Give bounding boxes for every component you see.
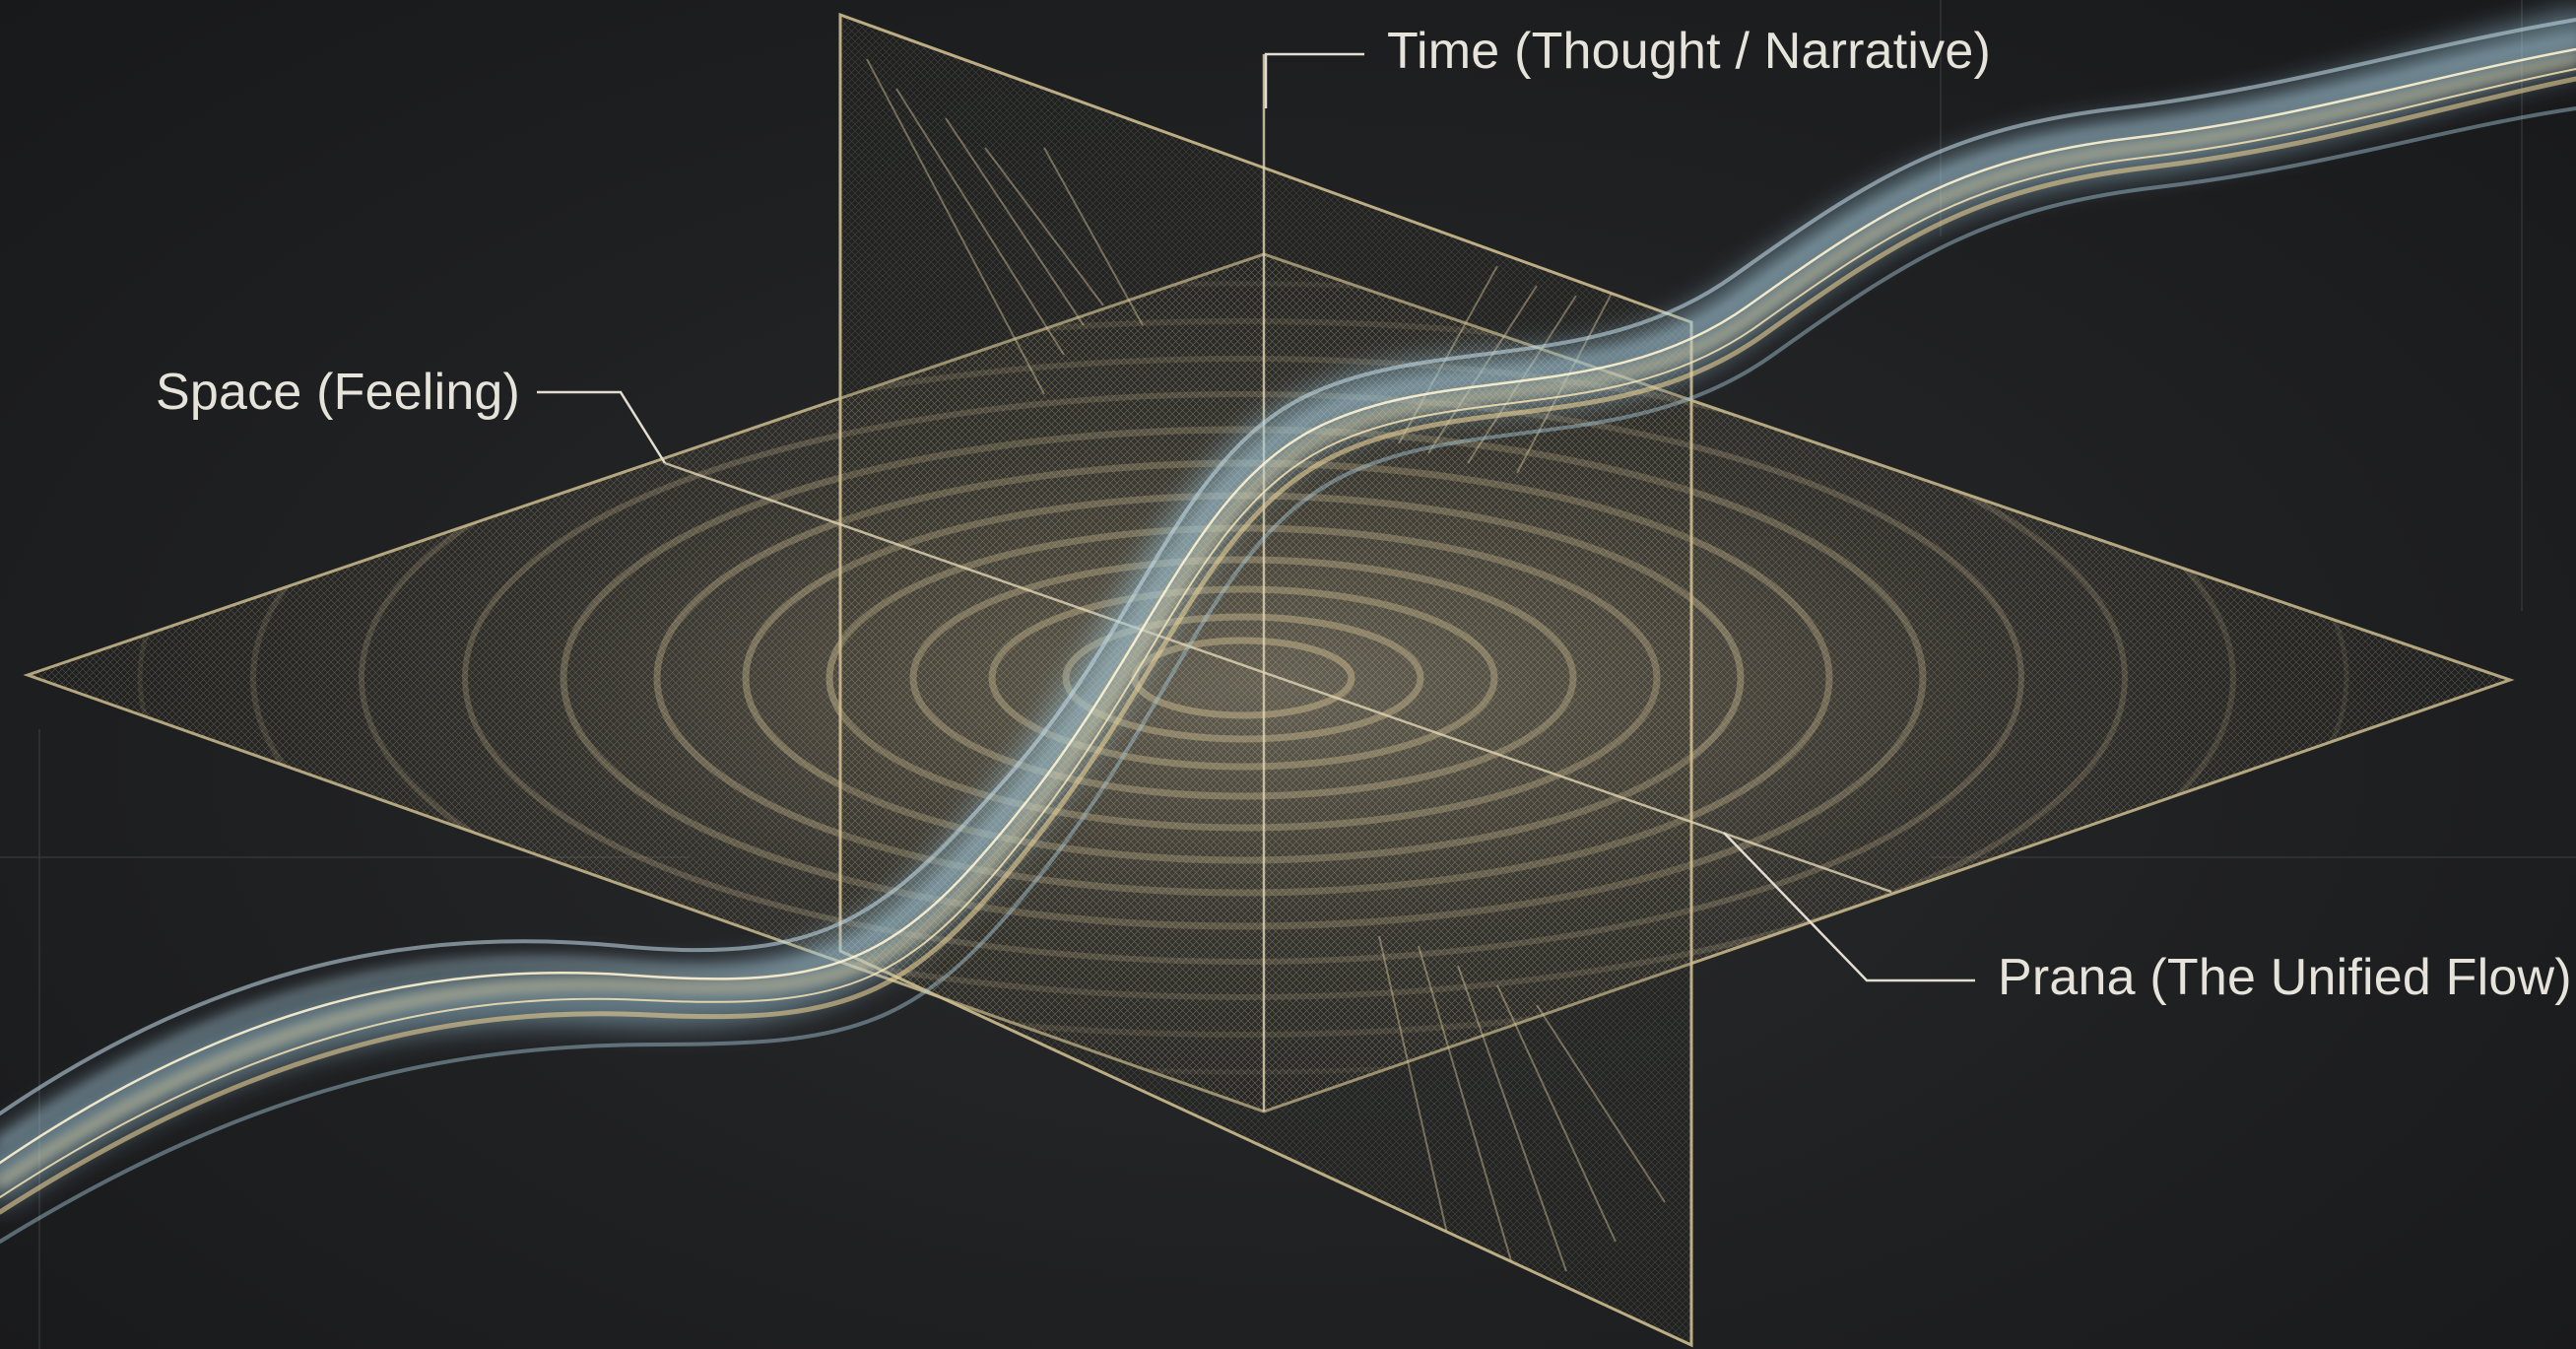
time-label: Time (Thought / Narrative) [1387, 23, 1992, 80]
prana-label: Prana (The Unified Flow) [1998, 949, 2572, 1006]
space-label: Space (Feeling) [156, 364, 521, 421]
time-plane [838, 12, 1693, 1348]
axis-line [664, 54, 1892, 1112]
prana-leader-line [1723, 832, 1975, 982]
time-leader-line [1264, 52, 1364, 108]
leader-lines [537, 52, 1975, 982]
prana-flow [0, 10, 2576, 1244]
space-leader-line [537, 390, 667, 464]
